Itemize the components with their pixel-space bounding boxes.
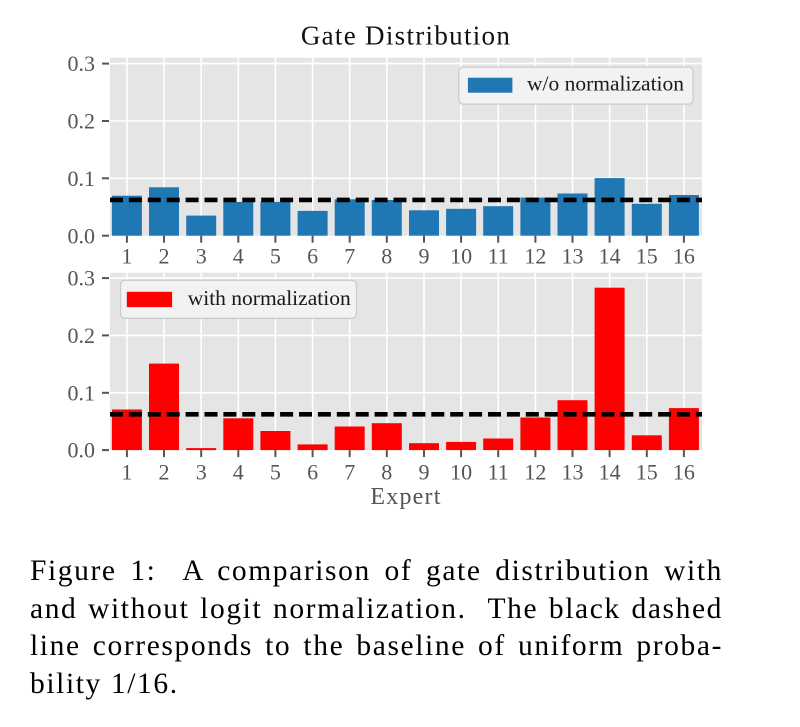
svg-text:w/o normalization: w/o normalization — [527, 72, 684, 96]
svg-text:16: 16 — [673, 459, 695, 484]
svg-text:12: 12 — [524, 244, 546, 269]
svg-text:10: 10 — [450, 244, 472, 269]
svg-text:7: 7 — [344, 244, 355, 269]
svg-text:Expert: Expert — [370, 484, 441, 510]
svg-text:15: 15 — [636, 244, 658, 269]
svg-text:9: 9 — [419, 459, 430, 484]
svg-text:3: 3 — [196, 244, 207, 269]
svg-text:9: 9 — [419, 244, 430, 269]
svg-text:8: 8 — [381, 244, 392, 269]
svg-text:14: 14 — [599, 244, 621, 269]
svg-text:5: 5 — [270, 244, 281, 269]
svg-text:10: 10 — [450, 459, 472, 484]
svg-text:16: 16 — [673, 244, 695, 269]
svg-text:0.3: 0.3 — [68, 266, 96, 291]
svg-text:11: 11 — [488, 244, 509, 269]
svg-text:13: 13 — [562, 459, 584, 484]
svg-text:3: 3 — [196, 459, 207, 484]
svg-text:6: 6 — [307, 244, 318, 269]
svg-text:Gate Distribution: Gate Distribution — [301, 21, 511, 51]
svg-text:8: 8 — [381, 459, 392, 484]
svg-text:15: 15 — [636, 459, 658, 484]
svg-text:0.3: 0.3 — [68, 51, 96, 76]
svg-text:1: 1 — [121, 459, 132, 484]
svg-text:5: 5 — [270, 459, 281, 484]
svg-text:1: 1 — [121, 244, 132, 269]
svg-text:with normalization: with normalization — [188, 286, 351, 310]
svg-text:6: 6 — [307, 459, 318, 484]
svg-text:14: 14 — [599, 459, 621, 484]
svg-text:11: 11 — [488, 459, 509, 484]
svg-text:4: 4 — [233, 244, 244, 269]
svg-text:0.1: 0.1 — [68, 166, 96, 191]
svg-text:2: 2 — [159, 459, 170, 484]
svg-text:0.2: 0.2 — [68, 323, 96, 348]
svg-text:0.0: 0.0 — [68, 437, 96, 462]
svg-text:12: 12 — [524, 459, 546, 484]
svg-text:0.0: 0.0 — [68, 223, 96, 248]
svg-text:13: 13 — [562, 244, 584, 269]
svg-text:0.1: 0.1 — [68, 381, 96, 406]
svg-text:2: 2 — [159, 244, 170, 269]
svg-text:4: 4 — [233, 459, 244, 484]
svg-text:7: 7 — [344, 459, 355, 484]
svg-text:0.2: 0.2 — [68, 109, 96, 134]
